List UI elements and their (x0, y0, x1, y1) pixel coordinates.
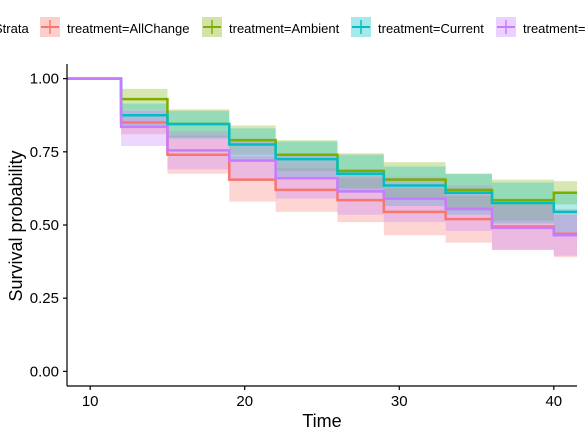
legend-item-treatment-current: treatment=Current (351, 17, 484, 37)
y-tick-label: 0.00 (30, 363, 59, 380)
legend-item-treatment-elevated: treatment=Elevated (496, 17, 585, 37)
y-axis-title: Survival probability (6, 150, 26, 301)
confidence-bands (67, 78, 577, 258)
y-tick-label: 0.50 (30, 217, 59, 234)
legend: Strata treatment=AllChange treatment=Ambi… (0, 17, 585, 37)
treatment-allchange-confidence-band (67, 78, 577, 258)
treatment-current-curve (67, 77, 577, 214)
legend-label: treatment=Elevated (523, 21, 585, 36)
x-tick-label: 20 (236, 393, 253, 410)
y-tick-label: 0.25 (30, 290, 59, 307)
survival-curves (67, 77, 577, 237)
legend-item-treatment-ambient: treatment=Ambient (202, 17, 340, 37)
y-tick-label: 1.00 (30, 71, 59, 88)
legend-label: treatment=Ambient (229, 21, 340, 36)
x-tick-label: 40 (545, 393, 562, 410)
legend-item-treatment-allchange: treatment=AllChange (40, 17, 190, 37)
y-tick-label: 0.75 (30, 144, 59, 161)
legend-label: treatment=AllChange (67, 21, 190, 36)
treatment-ambient-confidence-band (67, 78, 577, 221)
treatment-elevated-curve (67, 77, 577, 237)
treatment-elevated-confidence-band (67, 78, 577, 256)
x-axis-title: Time (302, 411, 341, 431)
legend-label: treatment=Current (378, 21, 484, 36)
x-tick-label: 30 (391, 393, 408, 410)
legend-title: Strata (0, 21, 29, 36)
x-tick-label: 10 (82, 393, 99, 410)
axes: 0.00 0.25 0.50 0.75 1.00 10 20 30 40 (30, 64, 577, 410)
